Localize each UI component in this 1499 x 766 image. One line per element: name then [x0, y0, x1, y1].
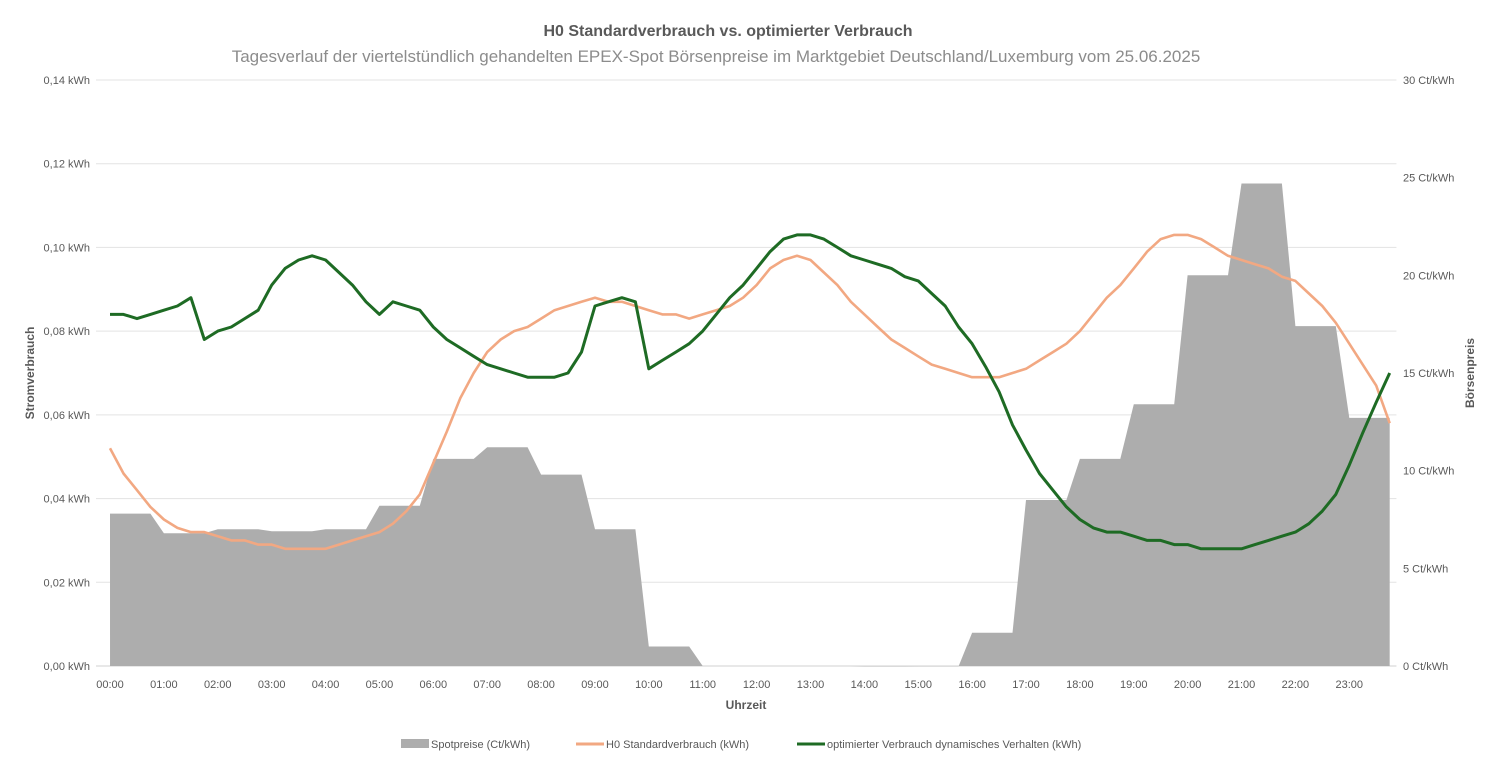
- x-tick: 15:00: [904, 679, 932, 691]
- y-tick-right: 5 Ct/kWh: [1403, 563, 1448, 575]
- y-tick-left: 0,08 kWh: [44, 326, 90, 338]
- legend-swatch-spotpreise: [401, 739, 429, 748]
- y-tick-right: 30 Ct/kWh: [1403, 75, 1454, 87]
- x-tick: 00:00: [96, 679, 124, 691]
- legend: Spotpreise (Ct/kWh) H0 Standardverbrauch …: [401, 739, 1081, 751]
- line-layer: [108, 233, 1392, 551]
- x-tick: 03:00: [258, 679, 286, 691]
- x-tick: 01:00: [150, 679, 178, 691]
- y-tick-left: 0,10 kWh: [44, 242, 90, 254]
- x-tick: 19:00: [1120, 679, 1148, 691]
- x-tick: 09:00: [581, 679, 609, 691]
- spotpreise-area: [110, 183, 1390, 667]
- x-tick: 23:00: [1336, 679, 1364, 691]
- x-tick: 16:00: [958, 679, 986, 691]
- y-tick-left: 0,02 kWh: [44, 577, 90, 589]
- x-tick: 17:00: [1012, 679, 1040, 691]
- y-tick-right: 20 Ct/kWh: [1403, 270, 1454, 282]
- y-tick-left: 0,06 kWh: [44, 410, 90, 422]
- legend-label: Spotpreise (Ct/kWh): [431, 739, 530, 751]
- y-axis-left-label: Stromverbrauch: [23, 327, 37, 420]
- x-tick: 21:00: [1228, 679, 1256, 691]
- y-tick-right: 25 Ct/kWh: [1403, 173, 1454, 185]
- legend-label: optimierter Verbrauch dynamisches Verhal…: [827, 739, 1081, 751]
- x-tick: 07:00: [473, 679, 501, 691]
- x-tick: 14:00: [851, 679, 879, 691]
- x-tick: 11:00: [689, 679, 716, 691]
- spotpreise-area-layer: [110, 183, 1390, 667]
- h0-standardverbrauch-line: [108, 233, 1391, 551]
- y-tick-left: 0,12 kWh: [44, 159, 90, 171]
- x-tick: 10:00: [635, 679, 663, 691]
- axes: 0,00 kWh 0,02 kWh 0,04 kWh 0,06 kWh 0,08 kWh…: [44, 75, 1455, 691]
- x-tick: 08:00: [527, 679, 555, 691]
- y-tick-right: 15 Ct/kWh: [1403, 368, 1454, 380]
- x-axis-label: Uhrzeit: [726, 698, 767, 712]
- x-tick: 04:00: [312, 679, 340, 691]
- x-tick: 13:00: [797, 679, 825, 691]
- x-tick: 06:00: [420, 679, 448, 691]
- optimierter-verbrauch-line: [110, 233, 1392, 551]
- y-tick-right: 10 Ct/kWh: [1403, 466, 1454, 478]
- x-tick: 12:00: [743, 679, 771, 691]
- x-tick: 18:00: [1066, 679, 1094, 691]
- y-tick-left: 0,14 kWh: [44, 75, 90, 87]
- x-tick: 22:00: [1282, 679, 1310, 691]
- chart-subtitle: Tagesverlauf der viertelstündlich gehand…: [232, 47, 1201, 66]
- y-tick-left: 0,00 kWh: [44, 661, 90, 673]
- y-tick-right: 0 Ct/kWh: [1403, 661, 1448, 673]
- chart-title: H0 Standardverbrauch vs. optimierter Ver…: [543, 23, 912, 40]
- x-tick: 02:00: [204, 679, 232, 691]
- legend-label: H0 Standardverbrauch (kWh): [606, 739, 749, 751]
- y-tick-left: 0,04 kWh: [44, 494, 90, 506]
- x-tick: 20:00: [1174, 679, 1202, 691]
- y-axis-right-label: Börsenpreis: [1463, 338, 1477, 408]
- x-tick: 05:00: [366, 679, 394, 691]
